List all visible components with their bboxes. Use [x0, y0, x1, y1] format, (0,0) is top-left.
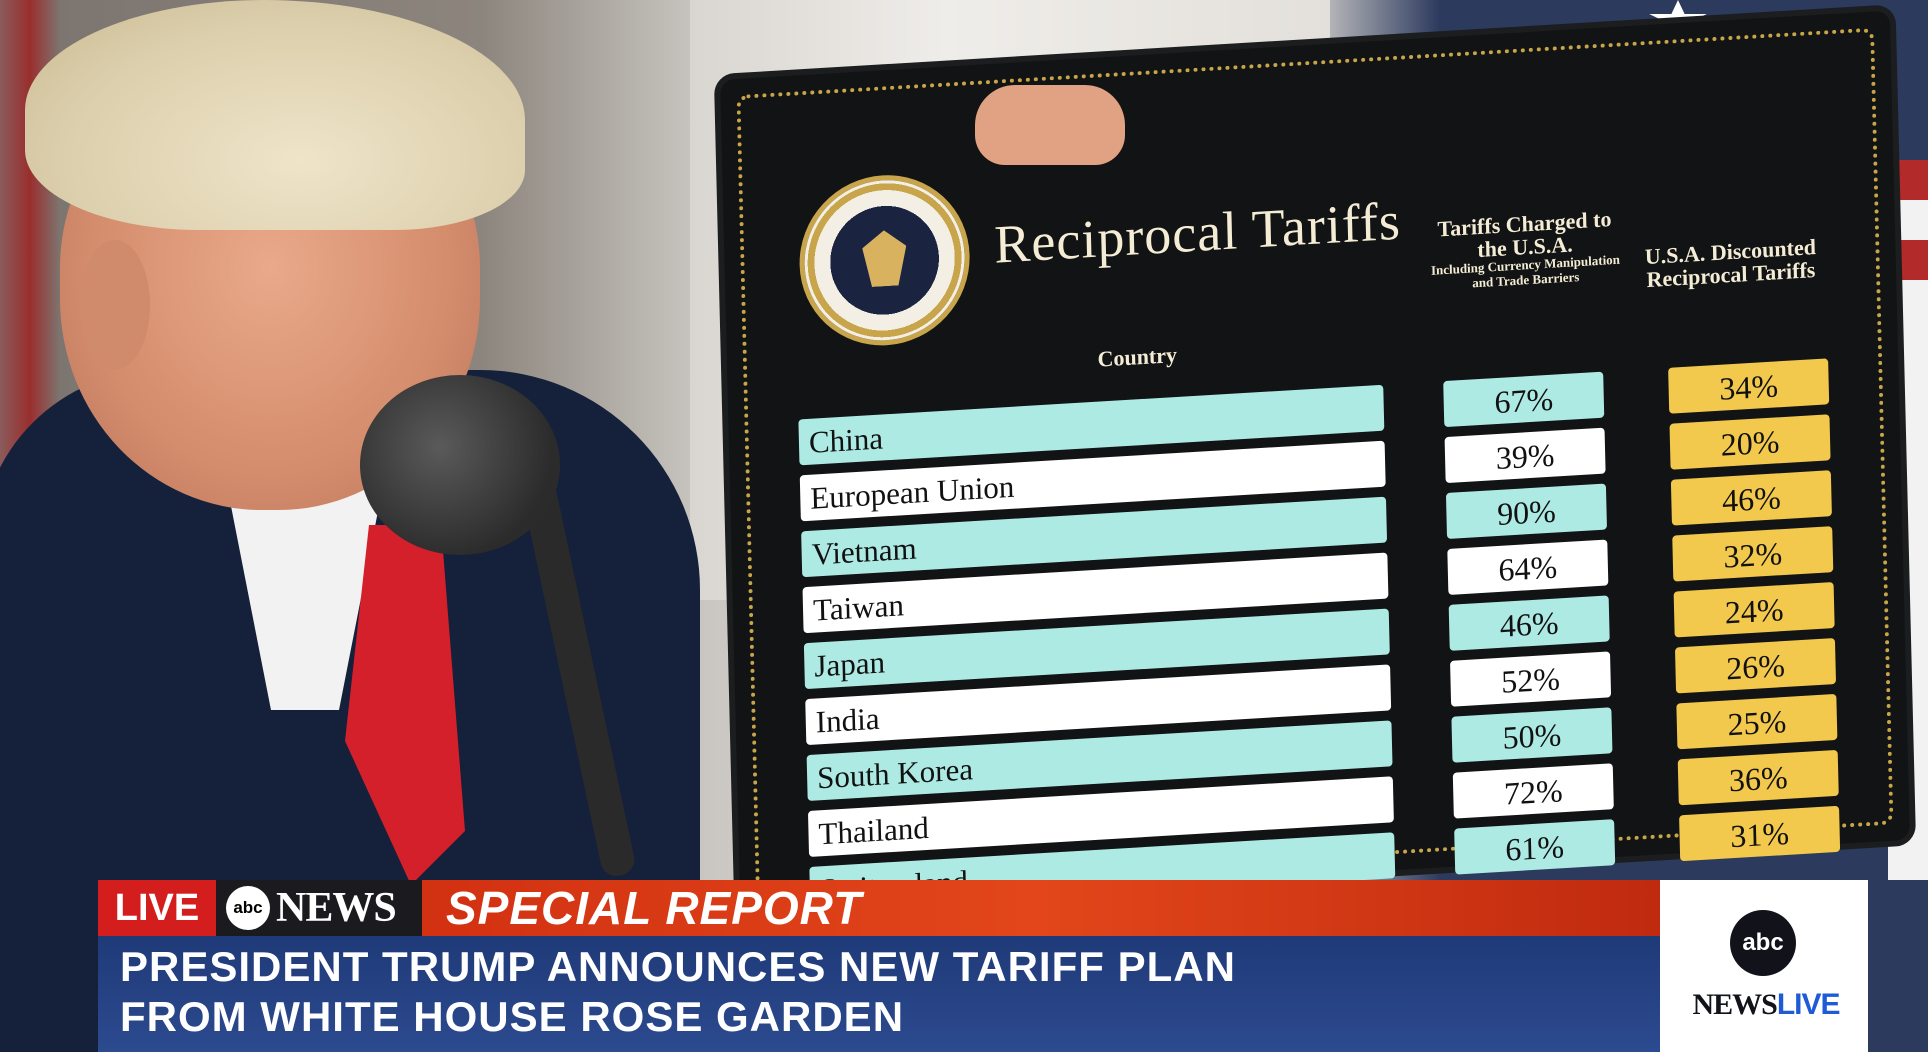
headline-bar: PRESIDENT TRUMP ANNOUNCES NEW TARIFF PLA…: [98, 936, 1660, 1052]
bug-news: NEWS: [1692, 988, 1777, 1021]
news-wordmark: NEWS: [276, 885, 397, 931]
ear: [80, 240, 150, 370]
abc-logo-icon: abc: [226, 886, 270, 930]
hand-holding-board: [975, 85, 1125, 165]
header-tariffs-charged: Tariffs Charged to the U.S.A. Including …: [1424, 206, 1626, 294]
charged-cell: 64%: [1447, 539, 1609, 595]
charged-cell: 67%: [1443, 371, 1605, 428]
tariff-board: Reciprocal Tariffs Country Tariffs Charg…: [720, 10, 1910, 913]
headline-line-1: PRESIDENT TRUMP ANNOUNCES NEW TARIFF PLA…: [120, 943, 1236, 990]
charged-cell: 90%: [1445, 483, 1608, 539]
charged-cell: 50%: [1451, 707, 1613, 763]
discount-cell: 25%: [1676, 693, 1838, 750]
discount-cell: 46%: [1670, 470, 1832, 526]
abc-news-logo: abc NEWS: [216, 880, 422, 936]
headline-line-2: FROM WHITE HOUSE ROSE GARDEN: [120, 993, 905, 1040]
abc-logo-icon: abc: [1730, 910, 1796, 976]
charged-cell: 39%: [1444, 427, 1606, 484]
special-report-bar: LIVE abc NEWS SPECIAL REPORT: [98, 880, 1660, 936]
charged-cell: 52%: [1450, 651, 1612, 707]
discount-cell: 20%: [1669, 414, 1831, 470]
abc-news-live-bug: abc NEWSLIVE: [1660, 880, 1868, 1052]
lower-third: LIVE abc NEWS SPECIAL REPORT PRESIDENT T…: [98, 880, 1868, 1052]
news-live-wordmark: NEWSLIVE: [1676, 988, 1856, 1022]
microphone-icon: [360, 375, 560, 555]
eagle-icon: [862, 229, 907, 288]
discount-cell: 34%: [1668, 358, 1830, 414]
discount-cell: 24%: [1673, 582, 1835, 638]
headline: PRESIDENT TRUMP ANNOUNCES NEW TARIFF PLA…: [120, 942, 1236, 1042]
special-report-label: SPECIAL REPORT: [446, 882, 863, 934]
discount-cell: 36%: [1677, 749, 1839, 806]
tariff-table: China 67% 34% European Union 39% 20% Vie…: [798, 351, 1890, 919]
live-badge: LIVE: [98, 880, 216, 936]
discount-cell: 26%: [1674, 638, 1837, 694]
bug-live: LIVE: [1776, 988, 1841, 1021]
charged-cell: 61%: [1454, 819, 1616, 875]
discount-cell: 31%: [1679, 805, 1841, 862]
charged-cell: 72%: [1452, 763, 1614, 819]
hair: [25, 0, 525, 230]
charged-cell: 46%: [1448, 595, 1610, 651]
discount-cell: 32%: [1672, 526, 1834, 582]
